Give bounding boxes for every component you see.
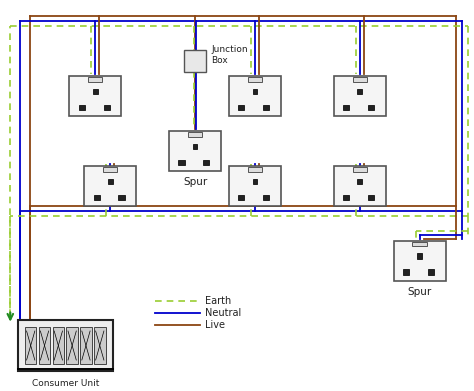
Bar <box>66 327 78 364</box>
Bar <box>39 327 50 364</box>
Bar <box>69 76 121 116</box>
Bar <box>418 253 422 259</box>
Bar <box>88 77 102 82</box>
Bar <box>238 195 245 200</box>
Bar <box>263 195 269 200</box>
Bar <box>368 195 374 200</box>
Bar <box>343 105 349 110</box>
Bar <box>93 89 98 94</box>
Bar <box>334 76 386 116</box>
Bar <box>203 160 210 165</box>
Bar <box>343 195 349 200</box>
Bar <box>368 105 374 110</box>
Bar <box>403 269 409 275</box>
Bar <box>394 241 446 281</box>
Bar <box>229 76 281 116</box>
Bar <box>169 131 221 171</box>
Bar <box>103 167 118 172</box>
Bar <box>178 160 184 165</box>
Bar <box>18 319 113 371</box>
Bar <box>188 132 202 136</box>
Text: Consumer Unit: Consumer Unit <box>32 380 99 389</box>
Bar <box>80 327 92 364</box>
Bar <box>357 179 362 184</box>
Text: Junction
Box: Junction Box <box>211 45 247 65</box>
Bar <box>193 143 197 149</box>
Bar <box>353 77 367 82</box>
Bar <box>334 166 386 206</box>
Bar <box>263 105 269 110</box>
Bar <box>184 50 206 72</box>
Bar <box>84 166 136 206</box>
Bar <box>94 327 106 364</box>
Bar <box>248 167 262 172</box>
Bar <box>108 179 112 184</box>
Bar <box>357 89 362 94</box>
Bar <box>103 105 109 110</box>
Bar <box>53 327 64 364</box>
Bar <box>253 89 257 94</box>
Bar <box>118 195 125 200</box>
Text: Earth: Earth <box>205 296 231 306</box>
Text: Spur: Spur <box>183 177 207 187</box>
Bar <box>253 179 257 184</box>
Bar <box>79 105 85 110</box>
Bar <box>353 167 367 172</box>
Text: Live: Live <box>205 319 225 330</box>
Bar <box>238 105 245 110</box>
Bar <box>248 77 262 82</box>
Bar <box>428 269 434 275</box>
Bar <box>25 327 36 364</box>
Text: Neutral: Neutral <box>205 308 241 317</box>
Text: Spur: Spur <box>408 287 432 297</box>
Bar <box>229 166 281 206</box>
Bar <box>93 195 100 200</box>
Bar <box>412 242 427 246</box>
